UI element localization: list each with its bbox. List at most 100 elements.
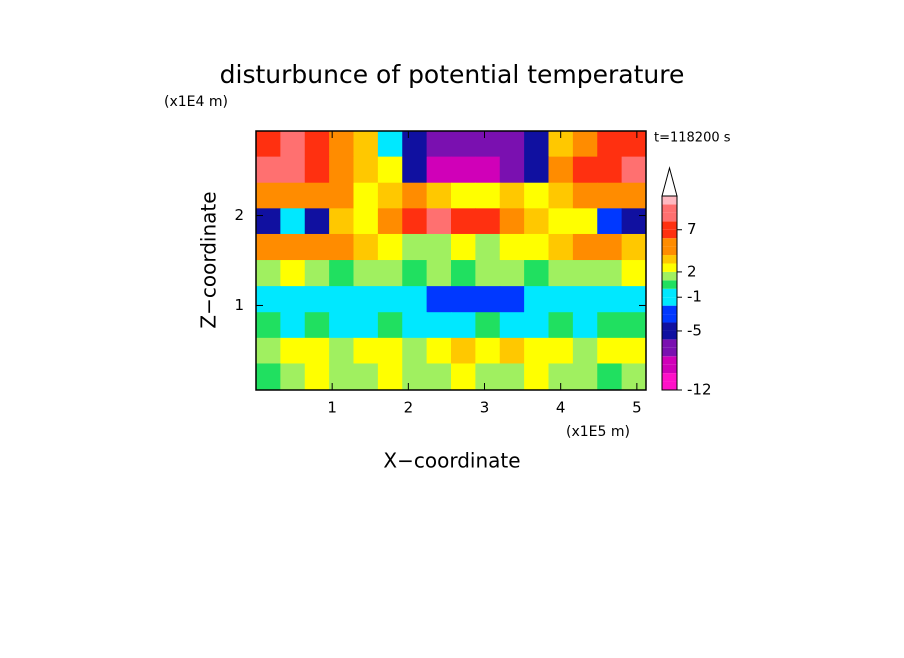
field-cell (377, 286, 403, 313)
colorbar-band (662, 255, 677, 264)
field-cell (280, 337, 306, 364)
colorbar-tick-label: -12 (687, 381, 712, 399)
colorbar-band (662, 238, 677, 247)
field-cell (256, 337, 281, 364)
field-cell (499, 286, 525, 313)
field-cell (524, 312, 549, 339)
colorbar-frame (661, 195, 678, 391)
field-cell (402, 131, 428, 158)
field-cell (256, 286, 281, 313)
field-cell (280, 156, 306, 184)
field-cell (353, 312, 379, 339)
field-cell (304, 337, 330, 364)
field-cell (280, 233, 306, 261)
field-cell (451, 312, 476, 339)
field-cell (304, 233, 330, 261)
field-cell (524, 337, 549, 364)
field-cell (548, 233, 574, 261)
field-cell (451, 131, 476, 158)
field-cell (426, 337, 452, 364)
field-cell (548, 182, 574, 209)
field-cell (402, 182, 428, 209)
field-cell (475, 233, 501, 261)
field-cell (524, 131, 549, 158)
field-cell (499, 182, 525, 209)
field-cell (475, 312, 501, 339)
field-cell (329, 156, 354, 184)
field-cell (572, 156, 598, 184)
field-cell (377, 337, 403, 364)
field-cell (621, 156, 647, 184)
field-cell (353, 131, 379, 158)
colorbar-band (662, 339, 677, 348)
field-cell (499, 337, 525, 364)
field-cell (402, 312, 428, 339)
field-cell (597, 312, 623, 339)
field-cell (621, 233, 647, 261)
field-cell (377, 363, 403, 391)
field-cell (256, 233, 281, 261)
field-cell (329, 337, 354, 364)
colorbar-tick-label: -1 (687, 288, 702, 306)
field-cell (475, 337, 501, 364)
field-cell (499, 131, 525, 158)
field-cell (280, 363, 306, 391)
field-cell (597, 156, 623, 184)
field-cell (256, 131, 281, 158)
field-cell (451, 363, 476, 391)
field-cell (256, 208, 281, 235)
field-cell (524, 182, 549, 209)
field-cell (280, 260, 306, 287)
field-cell (475, 208, 501, 235)
field-cell (499, 363, 525, 391)
field-cell (572, 233, 598, 261)
field-cell (475, 286, 501, 313)
field-cell (377, 131, 403, 158)
colorbar-band (662, 356, 677, 365)
colorbar-band (662, 314, 677, 323)
x-tick-label: 5 (632, 399, 642, 417)
field-cell (329, 233, 354, 261)
field-cell (256, 182, 281, 209)
field-cell (402, 233, 428, 261)
field-cell (475, 363, 501, 391)
field-cell (475, 131, 501, 158)
field-cell (499, 260, 525, 287)
field-cell (621, 337, 647, 364)
field-cell (548, 312, 574, 339)
field-cell (621, 208, 647, 235)
field-cell (256, 156, 281, 184)
field-cell (426, 312, 452, 339)
colorbar-band (662, 196, 677, 205)
field-cell (329, 312, 354, 339)
field-cell (353, 233, 379, 261)
field-cell (377, 260, 403, 287)
field-cell (572, 260, 598, 287)
field-cell (304, 260, 330, 287)
y-axis-label: Z−coordinate (197, 191, 221, 328)
field-cell (329, 208, 354, 235)
field-cell (426, 233, 452, 261)
field-cell (524, 156, 549, 184)
colorbar-band (662, 322, 677, 331)
colorbar-band (662, 381, 677, 390)
field-cell (597, 208, 623, 235)
field-cell (621, 131, 647, 158)
x-tick-label: 4 (556, 399, 566, 417)
field-cell (329, 286, 354, 313)
field-cell (597, 337, 623, 364)
field-cell (572, 337, 598, 364)
field-cell (451, 337, 476, 364)
field-cell (402, 260, 428, 287)
field-cell (597, 260, 623, 287)
field-cell (329, 182, 354, 209)
field-cell (402, 156, 428, 184)
colorbar-band (662, 305, 677, 315)
field-cell (280, 182, 306, 209)
field-cell (597, 233, 623, 261)
field-cell (597, 363, 623, 391)
field-cell (280, 286, 306, 313)
field-cell (353, 286, 379, 313)
field-cell (572, 363, 598, 391)
